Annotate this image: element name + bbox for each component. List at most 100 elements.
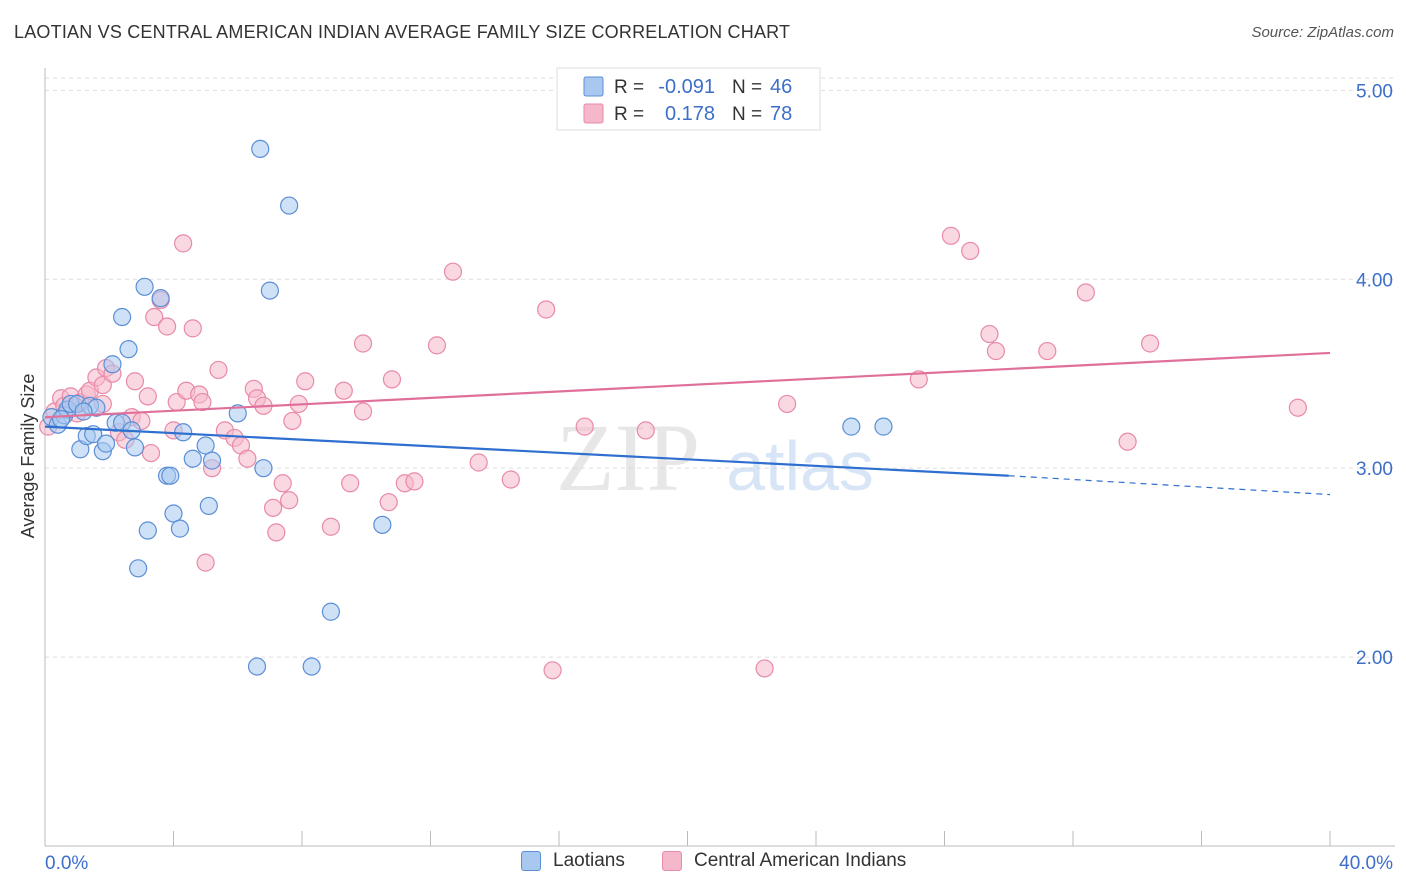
central-american-indians-point [961, 241, 980, 261]
y-axis-label: Average Family Size [18, 374, 38, 539]
laotians-point [51, 409, 71, 429]
central-american-indians-point [280, 491, 299, 510]
laotians-point [96, 434, 116, 453]
central-american-indians-point [543, 661, 562, 680]
central-american-indians-point [238, 449, 257, 468]
y-tick-label: 4.00 [1356, 270, 1393, 291]
central-american-indians-point [427, 336, 447, 355]
central-american-indians-point [296, 372, 315, 391]
central-american-indians-point [196, 553, 215, 572]
laotians-point [129, 559, 148, 578]
laotians-point [196, 436, 215, 455]
stats-legend-n-value: 78 [770, 103, 792, 125]
laotians-point [164, 504, 183, 523]
central-american-indians-point [537, 300, 556, 319]
legend-label-central-american-indians: Central American Indians [694, 850, 907, 871]
central-american-indians-point [575, 417, 594, 436]
central-american-indians-point [174, 234, 193, 253]
central-american-indians-point [145, 307, 164, 327]
laotians-point [151, 289, 170, 308]
laotians-point [251, 139, 270, 159]
legend-swatch-central-american-indians [662, 851, 682, 871]
legend-item-central-american-indians[interactable]: Central American Indians [662, 850, 906, 872]
central-american-indians-point [909, 370, 928, 389]
y-tick-labels: 2.00 3.00 4.00 5.00 [1356, 81, 1393, 669]
laotians-point [254, 459, 273, 478]
chart-title: LAOTIAN VS CENTRAL AMERICAN INDIAN AVERA… [14, 22, 791, 42]
y-tick-label: 2.00 [1356, 648, 1393, 669]
central-american-indians-point [267, 523, 286, 542]
central-american-indians-point [273, 474, 292, 493]
central-american-indians-point [501, 470, 520, 489]
laotians-point [161, 466, 180, 485]
x-tick-label-max: 40.0% [1339, 853, 1393, 874]
stats-legend-r-value: -0.091 [658, 76, 715, 98]
central-american-indians-point [209, 360, 228, 380]
central-american-indians-point [183, 319, 202, 338]
central-american-indians-point [980, 324, 999, 344]
central-american-indians-point [405, 472, 424, 491]
x-tick-labels: 0.0% 40.0% [45, 853, 1393, 874]
laotians-point [247, 657, 267, 676]
laotians-point [170, 519, 190, 538]
stats-legend-n-label: N = [732, 104, 762, 125]
trend-lines [44, 351, 1331, 496]
stats-legend-n-label: N = [732, 77, 762, 98]
laotians-point [135, 277, 154, 296]
central-american-indians-point [141, 443, 161, 463]
central-american-indians-point [334, 381, 353, 400]
central-american-indians-point [193, 392, 212, 412]
laotians-trend-line-extension [1008, 475, 1331, 496]
series-legend: Laotians Central American Indians [0, 850, 1406, 880]
legend-label-laotians: Laotians [553, 850, 625, 871]
laotians-point [842, 417, 861, 436]
laotians-point [125, 438, 145, 457]
legend-item-laotians[interactable]: Laotians [521, 850, 625, 872]
central-american-indians-point [157, 317, 177, 336]
laotians-point [138, 521, 157, 540]
central-american-indians-point [986, 341, 1006, 361]
laotians-point [74, 402, 93, 421]
central-american-indians-point [443, 262, 463, 281]
data-points [39, 98, 1307, 680]
laotians-point [119, 340, 138, 359]
laotians-point [103, 355, 122, 374]
laotians-point [228, 404, 247, 423]
watermark-zip: ZIP [556, 404, 700, 511]
grid-lines [45, 77, 1395, 658]
stats-legend-n-value: 46 [770, 76, 792, 98]
central-american-indians-point [125, 372, 145, 391]
central-american-indians-point [321, 517, 341, 536]
stats-legend-r-value: 0.178 [665, 103, 715, 125]
laotians-point [280, 196, 299, 215]
central-american-indians-point [382, 370, 402, 389]
laotians-point [321, 602, 341, 621]
laotians-point [260, 281, 279, 300]
central-american-indians-point [469, 453, 488, 472]
stats-legend: R = -0.091 N = 46 R = 0.178 N = 78 [556, 67, 821, 131]
laotians-point [874, 417, 893, 436]
laotians-point [199, 496, 218, 516]
laotians-point [183, 449, 202, 468]
central-american-indians-point [755, 659, 774, 678]
laotians-point [302, 657, 321, 676]
central-american-indians-point [777, 394, 797, 414]
laotians-trend-line [44, 425, 1009, 477]
central-american-indians-point [1140, 334, 1160, 353]
central-american-indians-point [379, 493, 398, 512]
laotians-point [112, 307, 132, 327]
central-american-indians-point [636, 421, 655, 440]
central-american-indians-point [341, 474, 360, 493]
y-tick-label: 5.00 [1356, 81, 1393, 102]
laotians-point [202, 451, 222, 470]
legend-swatch-laotians [521, 851, 541, 871]
central-american-indians-point [138, 387, 157, 406]
stats-legend-r-label: R = [614, 77, 644, 98]
central-american-indians-point [1118, 432, 1137, 451]
central-american-indians-point [1288, 398, 1307, 417]
axes [44, 68, 1395, 847]
x-tick-label-min: 0.0% [45, 853, 88, 874]
y-tick-label: 3.00 [1356, 459, 1393, 480]
central-american-indians-point [283, 411, 302, 431]
